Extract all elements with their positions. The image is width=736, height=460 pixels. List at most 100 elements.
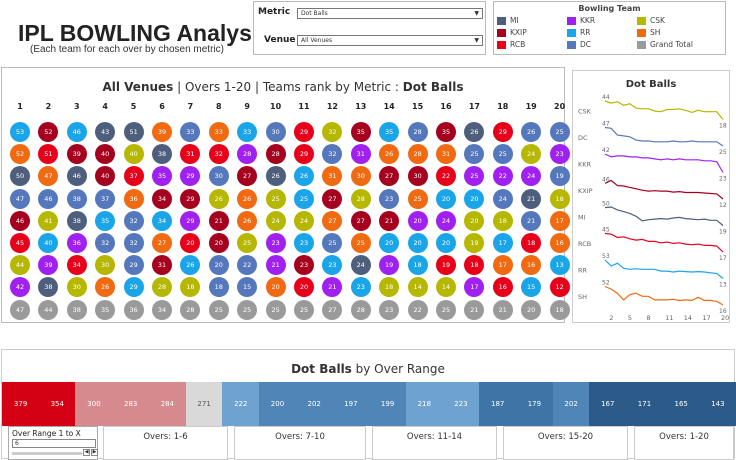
rank-circle[interactable]: 18 xyxy=(379,277,400,298)
rank-circle[interactable]: 32 xyxy=(208,144,229,165)
rank-circle[interactable]: 51 xyxy=(38,144,59,165)
rank-circle[interactable]: 18 xyxy=(180,277,201,298)
over-range-cell[interactable]: 283 xyxy=(112,382,150,426)
over-range-cell[interactable]: 171 xyxy=(625,382,664,426)
rank-circle[interactable]: 26 xyxy=(464,122,485,142)
rank-circle[interactable]: 40 xyxy=(95,144,116,165)
rank-circle[interactable]: 25 xyxy=(294,299,314,320)
rank-circle[interactable]: 32 xyxy=(123,210,144,231)
over-range-cell[interactable]: 222 xyxy=(222,382,260,426)
rank-circle[interactable]: 30 xyxy=(66,277,87,298)
rank-circle[interactable]: 24 xyxy=(521,144,542,165)
decrement-button[interactable]: ◀ xyxy=(83,449,90,456)
rank-circle[interactable]: 21 xyxy=(322,277,343,298)
rank-circle[interactable]: 19 xyxy=(379,255,400,276)
rank-circle[interactable]: 30 xyxy=(265,122,286,142)
rank-circle[interactable]: 20 xyxy=(265,277,286,298)
rank-circle[interactable]: 21 xyxy=(464,299,485,320)
rank-circle[interactable]: 36 xyxy=(123,299,144,320)
rank-circle[interactable]: 31 xyxy=(322,166,343,187)
legend-item[interactable]: RCB xyxy=(497,40,525,49)
rank-circle[interactable]: 40 xyxy=(123,144,144,165)
rank-circle[interactable]: 29 xyxy=(180,210,201,231)
rank-circle[interactable]: 19 xyxy=(549,166,570,187)
rank-circle[interactable]: 20 xyxy=(180,233,201,253)
rank-circle[interactable]: 53 xyxy=(10,122,30,142)
rank-circle[interactable]: 37 xyxy=(95,188,116,209)
rank-circle[interactable]: 29 xyxy=(123,277,144,298)
rank-circle[interactable]: 31 xyxy=(152,255,172,276)
rank-circle[interactable]: 21 xyxy=(521,188,542,209)
rank-circle[interactable]: 26 xyxy=(265,166,286,187)
rank-circle[interactable]: 31 xyxy=(180,144,201,165)
rank-circle[interactable]: 18 xyxy=(208,277,229,298)
rank-circle[interactable]: 35 xyxy=(95,210,116,231)
legend-item[interactable]: Grand Total xyxy=(637,40,693,49)
rank-circle[interactable]: 14 xyxy=(436,277,456,298)
rank-circle[interactable]: 34 xyxy=(66,255,87,276)
rank-circle[interactable]: 30 xyxy=(95,255,116,276)
rank-circle[interactable]: 35 xyxy=(436,122,456,142)
over-range-cell[interactable]: 218 xyxy=(405,382,443,426)
rank-circle[interactable]: 27 xyxy=(152,233,172,253)
rank-circle[interactable]: 24 xyxy=(294,210,314,231)
rank-circle[interactable]: 25 xyxy=(265,188,286,209)
rank-circle[interactable]: 52 xyxy=(10,144,30,165)
rank-circle[interactable]: 44 xyxy=(38,299,59,320)
rank-circle[interactable]: 30 xyxy=(350,166,371,187)
rank-circle[interactable]: 20 xyxy=(436,233,456,253)
over-range-cell[interactable]: 202 xyxy=(552,382,590,426)
metric-select[interactable]: Dot Balls ▼ xyxy=(297,8,483,19)
rank-circle[interactable]: 27 xyxy=(322,299,343,320)
rank-circle[interactable]: 17 xyxy=(549,210,570,231)
rank-circle[interactable]: 51 xyxy=(123,122,144,142)
legend-item[interactable]: KKR xyxy=(567,16,595,25)
rank-circle[interactable]: 26 xyxy=(521,122,542,142)
rank-circle[interactable]: 28 xyxy=(350,299,371,320)
over-range-cell[interactable]: 271 xyxy=(185,382,223,426)
rank-circle[interactable]: 40 xyxy=(95,166,116,187)
legend-item[interactable]: CSK xyxy=(637,16,665,25)
rank-circle[interactable]: 21 xyxy=(379,210,400,231)
rank-circle[interactable]: 20 xyxy=(208,255,229,276)
rank-circle[interactable]: 27 xyxy=(322,210,343,231)
rank-circle[interactable]: 47 xyxy=(38,166,59,187)
rank-circle[interactable]: 17 xyxy=(492,255,513,276)
rank-circle[interactable]: 23 xyxy=(350,277,371,298)
rank-circle[interactable]: 46 xyxy=(38,188,59,209)
rank-circle[interactable]: 29 xyxy=(123,255,144,276)
rank-circle[interactable]: 25 xyxy=(294,188,314,209)
legend-item[interactable]: RR xyxy=(567,28,590,37)
rank-circle[interactable]: 27 xyxy=(379,166,400,187)
rank-circle[interactable]: 20 xyxy=(379,233,400,253)
rank-circle[interactable]: 18 xyxy=(407,255,428,276)
rank-circle[interactable]: 35 xyxy=(350,122,371,142)
rank-circle[interactable]: 17 xyxy=(492,233,513,253)
rank-circle[interactable]: 33 xyxy=(180,122,201,142)
legend-item[interactable]: MI xyxy=(497,16,519,25)
rank-circle[interactable]: 23 xyxy=(379,299,400,320)
rank-circle[interactable]: 47 xyxy=(10,299,30,320)
rank-circle[interactable]: 26 xyxy=(379,144,400,165)
rank-circle[interactable]: 26 xyxy=(95,277,116,298)
rank-circle[interactable]: 24 xyxy=(265,210,286,231)
rank-circle[interactable]: 29 xyxy=(294,144,314,165)
over-range-cell[interactable]: 165 xyxy=(662,382,700,426)
rank-circle[interactable]: 42 xyxy=(10,277,30,298)
increment-button[interactable]: ▶ xyxy=(91,449,98,456)
rank-circle[interactable]: 38 xyxy=(66,299,87,320)
rank-circle[interactable]: 41 xyxy=(38,210,59,231)
rank-circle[interactable]: 39 xyxy=(152,122,172,142)
rank-circle[interactable]: 29 xyxy=(180,188,201,209)
over-range-cell[interactable]: 179 xyxy=(515,382,553,426)
rank-circle[interactable]: 23 xyxy=(265,233,286,253)
rank-circle[interactable]: 28 xyxy=(180,299,201,320)
rank-circle[interactable]: 24 xyxy=(492,188,513,209)
rank-circle[interactable]: 21 xyxy=(208,210,229,231)
rank-circle[interactable]: 34 xyxy=(152,188,172,209)
rank-circle[interactable]: 16 xyxy=(549,233,570,253)
legend-item[interactable]: KXIP xyxy=(497,28,527,37)
rank-circle[interactable]: 46 xyxy=(66,166,87,187)
rank-circle[interactable]: 43 xyxy=(95,122,116,142)
rank-circle[interactable]: 45 xyxy=(10,233,30,253)
